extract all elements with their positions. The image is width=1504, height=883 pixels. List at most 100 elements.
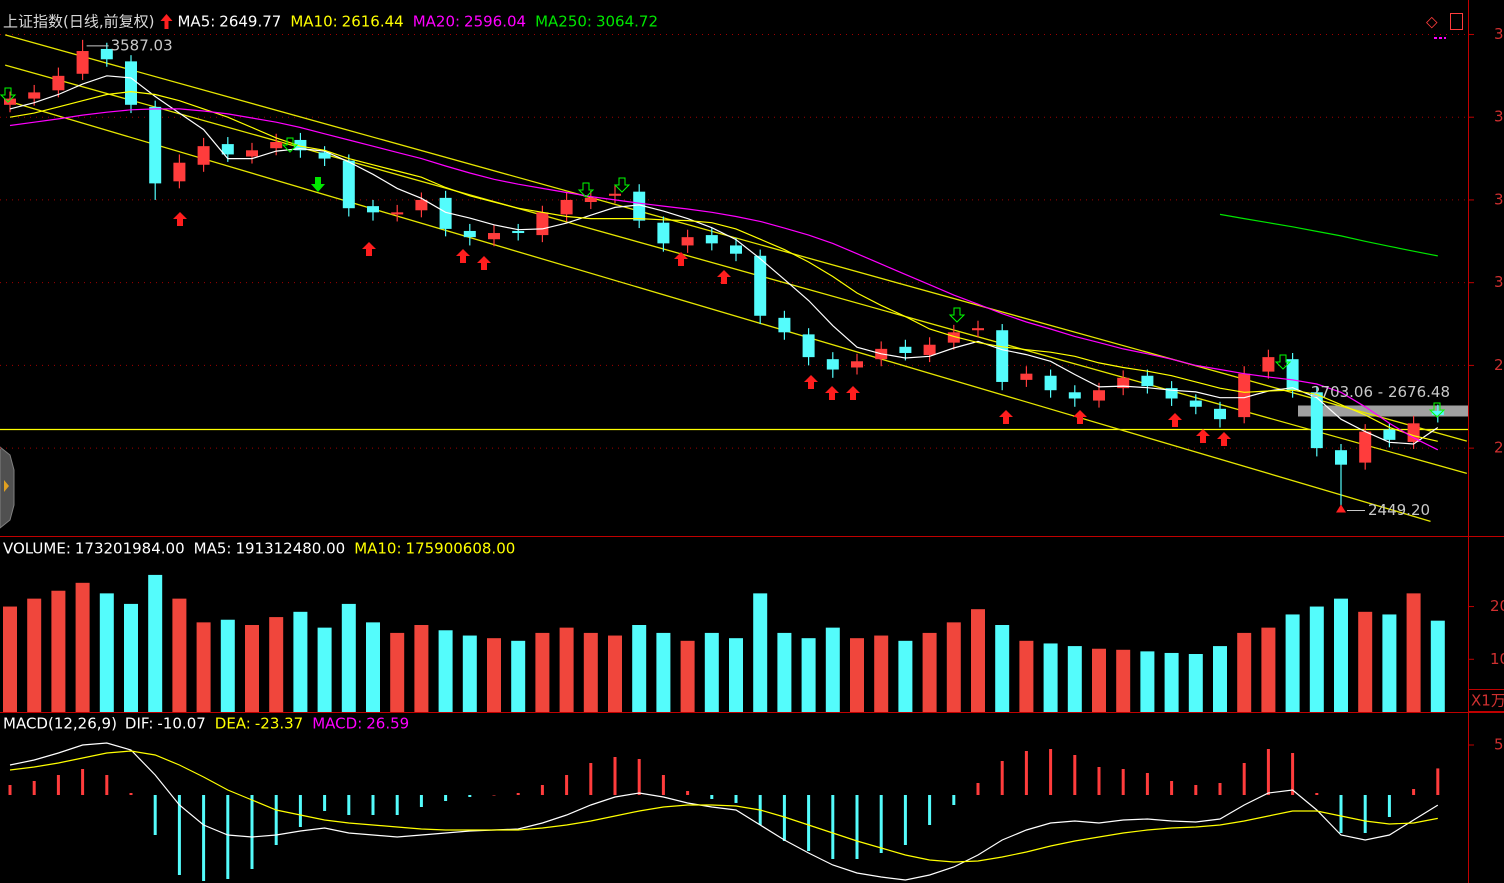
candle-body <box>851 361 863 368</box>
macd-bar <box>81 769 85 795</box>
candle-body <box>439 197 452 229</box>
macd-bar <box>444 795 448 801</box>
volume-bar <box>825 627 840 712</box>
volume-bar <box>172 598 187 712</box>
volume-bar <box>729 638 743 712</box>
buy-signal-arrow <box>674 252 688 266</box>
y-tick-label: 10000 <box>1490 650 1504 668</box>
buy-signal-arrow <box>173 212 187 226</box>
candle-body <box>1141 375 1154 387</box>
y-tick-label: 3000 <box>1494 273 1504 291</box>
candle-body <box>996 330 1009 382</box>
sell-signal-arrow <box>613 177 631 193</box>
toolbar-icon[interactable] <box>1450 13 1463 30</box>
buy-signal-arrow <box>362 242 376 256</box>
sell-signal-arrow <box>948 307 966 323</box>
y-tick-label: 3400 <box>1494 108 1504 126</box>
trend-line <box>4 99 1431 522</box>
macd-bar <box>1073 755 1077 795</box>
range-band <box>1298 405 1468 417</box>
macd-bar <box>32 781 36 795</box>
volume-bar <box>511 640 526 712</box>
volume-bar <box>995 625 1010 712</box>
legend-value: -10.07 <box>157 715 205 733</box>
macd-bar <box>734 795 738 803</box>
candle-body <box>826 359 839 370</box>
candle-body <box>802 334 815 358</box>
range-band-label: 2703.06 - 2676.48 <box>1311 383 1450 401</box>
legend-label: MA20: <box>413 13 460 31</box>
buy-signal-arrow <box>825 386 839 400</box>
volume-bar <box>99 593 114 712</box>
ma-line <box>9 75 1439 445</box>
volume-bar <box>1164 652 1179 712</box>
volume-bar <box>3 606 17 712</box>
macd-bar <box>8 785 12 795</box>
volume-bar <box>971 609 985 712</box>
macd-bar <box>1339 795 1343 833</box>
volume-bar <box>1067 646 1082 712</box>
macd-bar <box>1170 781 1174 795</box>
volume-bar <box>1213 646 1227 712</box>
volume-bar <box>922 632 937 712</box>
legend-label: MA5: <box>177 13 215 31</box>
macd-bar <box>1436 768 1440 795</box>
candle-body <box>1020 373 1033 380</box>
volume-bar <box>753 593 768 712</box>
volume-bar <box>124 603 138 712</box>
buy-signal-arrow <box>999 410 1013 424</box>
macd-bar <box>1218 783 1222 795</box>
macd-bar <box>637 759 641 795</box>
macd-bar <box>1387 795 1391 817</box>
macd-bar <box>540 785 544 795</box>
macd-bar <box>952 795 956 805</box>
candle-body <box>899 346 912 353</box>
macd-bar <box>468 795 472 797</box>
candle-body <box>391 212 404 215</box>
volume-bar <box>632 625 647 712</box>
volume-bar <box>1237 632 1252 712</box>
volume-bar <box>1261 627 1276 712</box>
legend-value: 2616.44 <box>342 13 404 31</box>
macd-bar <box>1266 749 1270 795</box>
macd-bar <box>226 795 230 879</box>
candle-body <box>1310 392 1323 449</box>
legend-value: 2649.77 <box>219 13 281 31</box>
macd-bar <box>1412 789 1416 795</box>
macd-bar <box>903 795 907 845</box>
legend-label: MA250: <box>535 13 592 31</box>
volume-pane <box>3 574 1445 712</box>
candle-body <box>367 206 379 213</box>
buy-signal-arrow <box>477 256 491 270</box>
volume-bar <box>1309 606 1324 712</box>
candle-body <box>1383 429 1396 440</box>
macd-bar <box>347 795 351 815</box>
sell-signal-arrow <box>577 182 595 198</box>
sell-signal-arrow <box>1274 354 1292 370</box>
ma-line <box>9 90 1438 442</box>
candle-body <box>125 61 137 105</box>
candle-body <box>512 230 525 234</box>
volume-bar <box>1092 648 1106 712</box>
candle-body <box>730 245 742 254</box>
volume-bar <box>196 622 211 712</box>
candle-body <box>1117 377 1130 389</box>
y-tick-label: 20000 <box>1490 597 1504 615</box>
toolbar-icon[interactable]: ◇ <box>1426 13 1438 31</box>
candle-body <box>1431 410 1444 416</box>
volume-bar <box>801 638 816 712</box>
candle-body <box>1044 375 1057 391</box>
volume-bar <box>1406 593 1421 712</box>
side-tab-arrow[interactable] <box>4 480 9 492</box>
legend-label: MA10: <box>290 13 337 31</box>
volume-bar <box>874 635 889 712</box>
y-tick-label: 2800 <box>1494 356 1504 374</box>
y-tick-label: 3600 <box>1494 25 1504 43</box>
candle-body <box>609 193 621 196</box>
macd-bar <box>565 775 569 795</box>
volume-bar <box>1188 654 1203 712</box>
candle-body <box>1286 359 1299 391</box>
macd-bar <box>1315 793 1319 795</box>
